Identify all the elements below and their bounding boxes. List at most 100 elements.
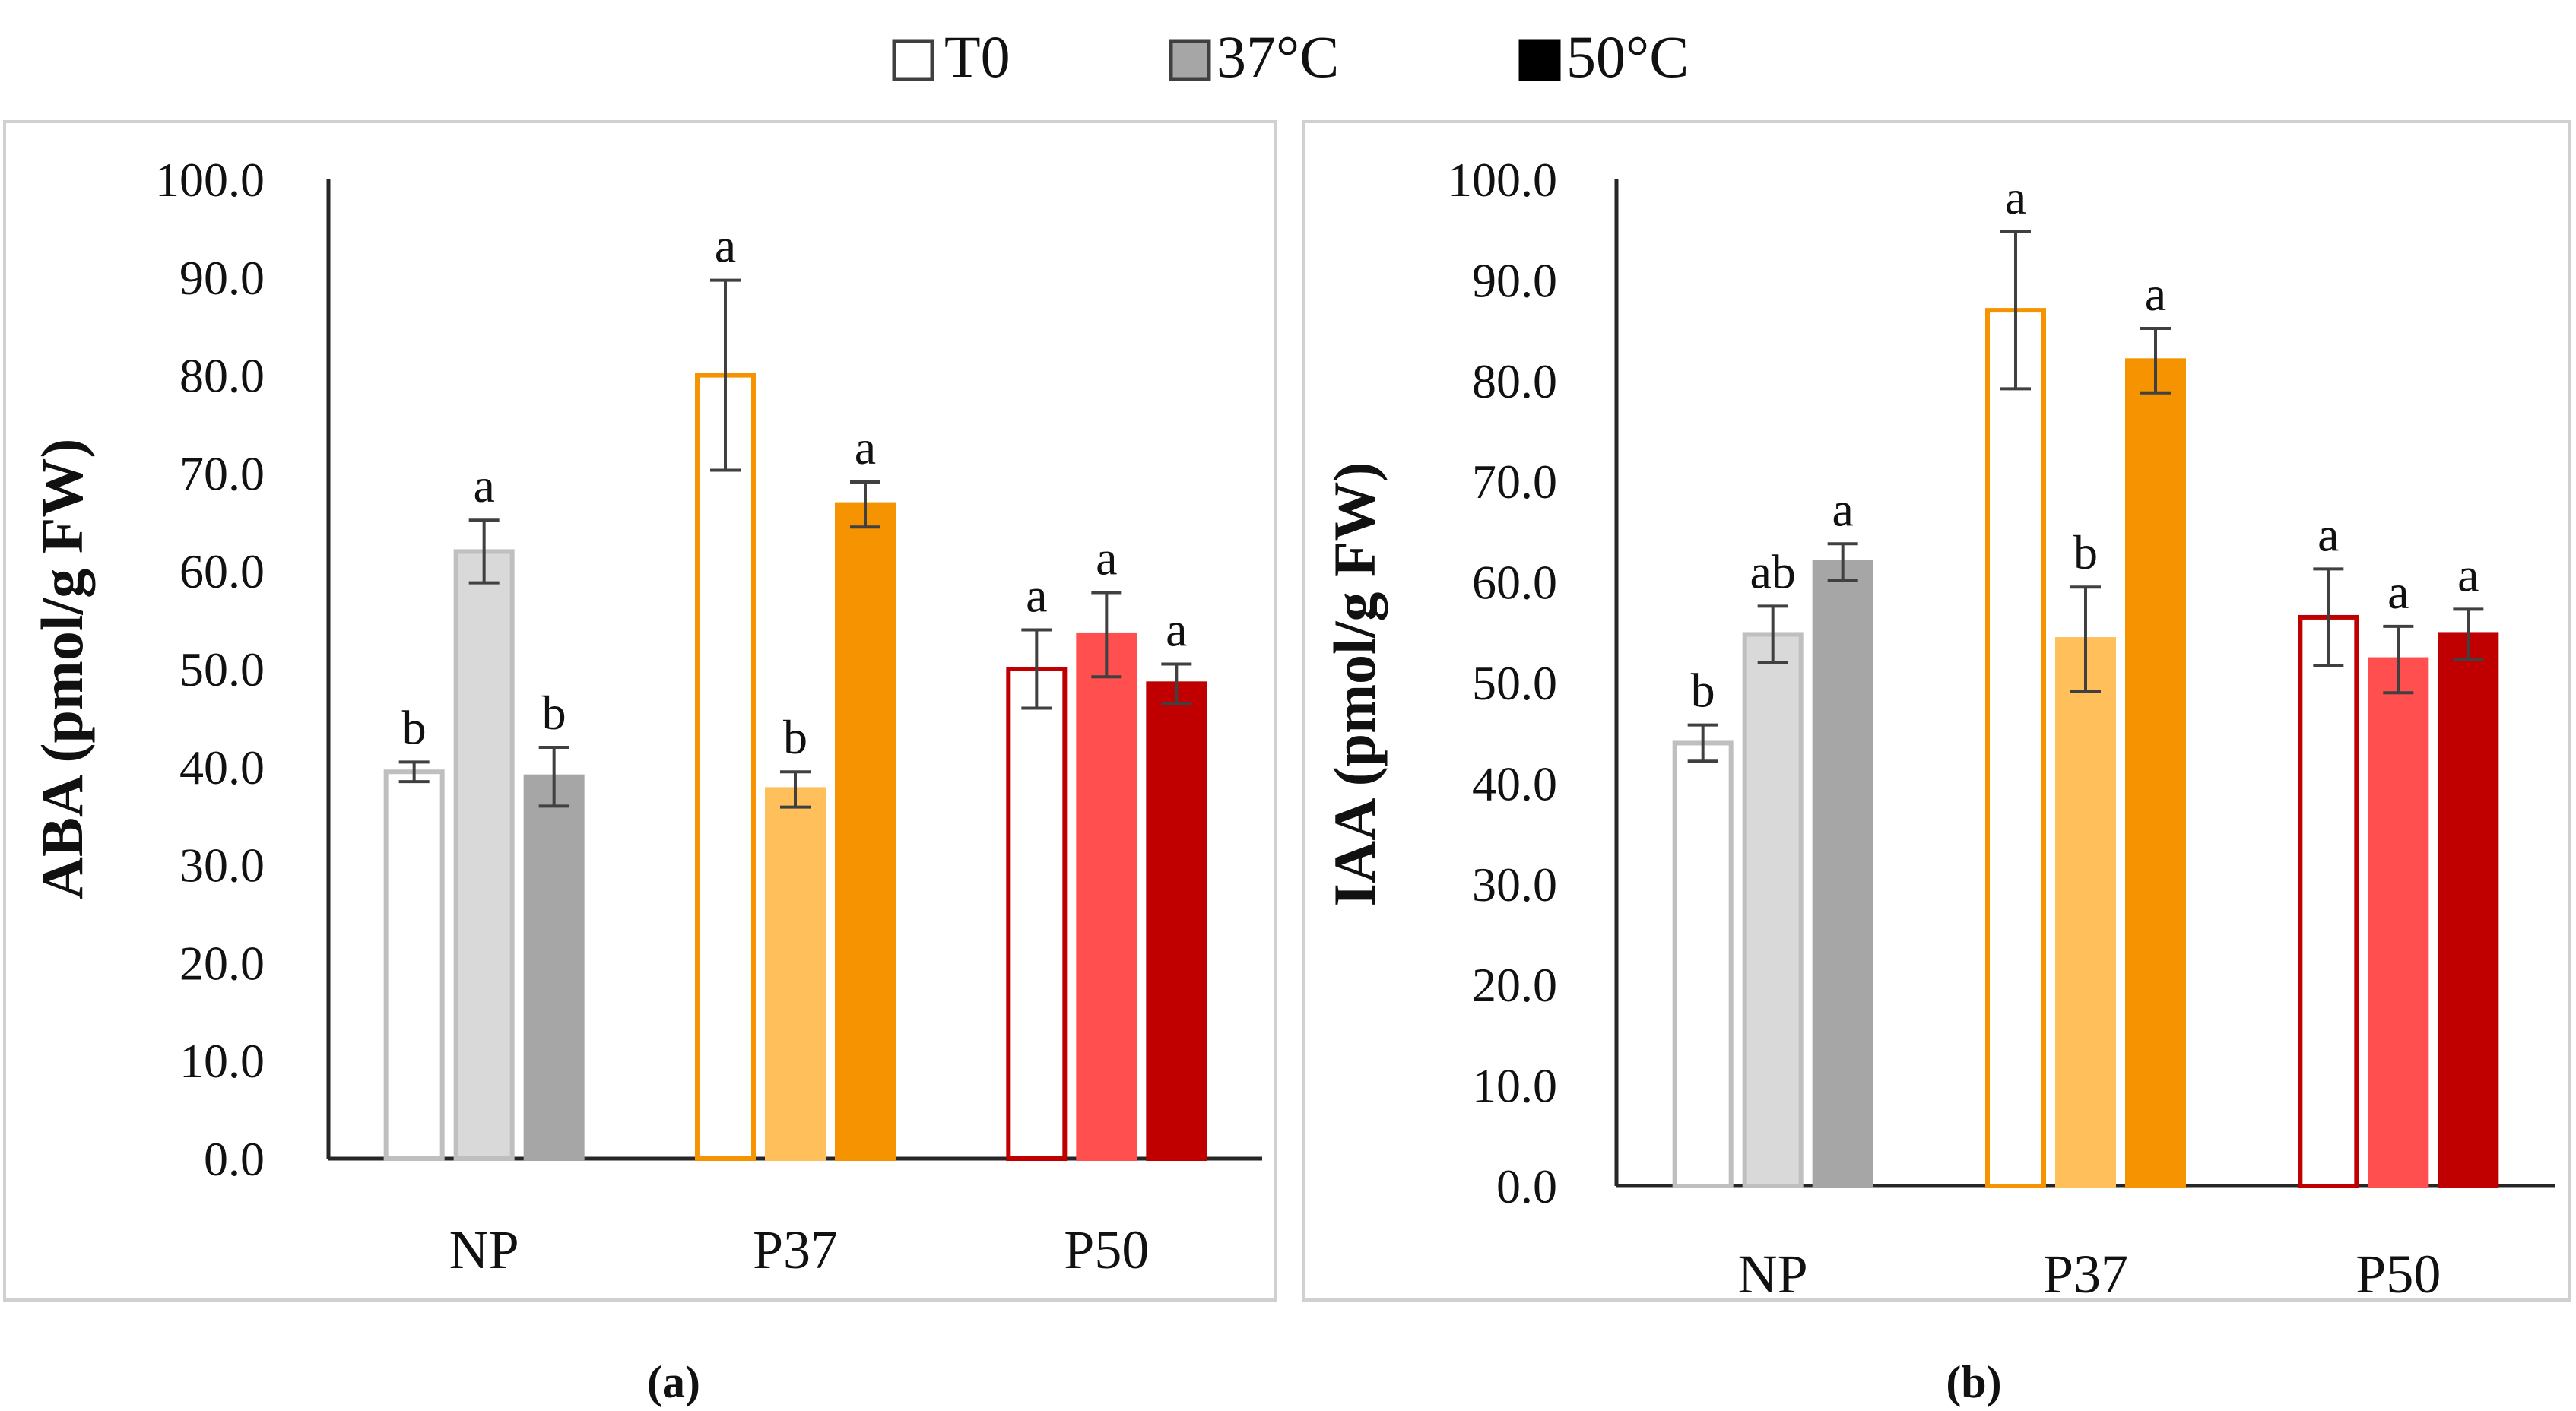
significance-letter-b-np-s2: a (1832, 482, 1853, 536)
error-bar-b-np-s1 (1757, 604, 1788, 664)
error-bar-b-p50-s0 (2313, 567, 2344, 667)
bar-a-p37-s0 (695, 373, 756, 1162)
significance-letter-a-p50-s0: a (1026, 568, 1047, 622)
y-tick-label-a-0: 0.0 (204, 1132, 265, 1186)
y-tick-label-b-2: 20.0 (1472, 958, 1557, 1012)
y-tick-label-b-10: 100.0 (1448, 153, 1557, 207)
significance-letter-a-np-s0: b (402, 700, 427, 754)
error-bar-b-np-s2 (1827, 542, 1858, 582)
significance-letter-a-np-s2: b (542, 686, 566, 740)
legend-label-37c: 37°C (1217, 24, 1339, 90)
y-tick-label-a-3: 30.0 (179, 839, 265, 893)
bar-b-np-s0 (1672, 740, 1734, 1188)
panel-b-border (1302, 120, 2571, 1302)
error-bar-b-p50-s2 (2453, 607, 2484, 661)
significance-letter-a-p37-s1: b (783, 710, 807, 764)
significance-letter-b-p50-s0: a (2317, 507, 2339, 561)
legend-item-37c: 37°C (1169, 24, 1339, 90)
y-tick-label-b-3: 30.0 (1472, 858, 1557, 912)
y-tick-label-a-2: 20.0 (179, 936, 265, 990)
error-bar-b-p50-s1 (2383, 624, 2414, 695)
bar-a-np-s1 (453, 549, 515, 1161)
error-bar-a-np-s0 (398, 760, 430, 784)
bar-a-p50-s2 (1146, 681, 1207, 1161)
error-bar-a-p37-s1 (780, 770, 811, 809)
bar-b-np-s1 (1742, 632, 1804, 1188)
error-bar-a-p50-s2 (1161, 662, 1192, 706)
legend-swatch-37c (1169, 39, 1211, 81)
panel-a-border (3, 120, 1277, 1302)
bar-a-p37-s1 (765, 787, 826, 1161)
x-category-label-b-np: NP (1738, 1244, 1808, 1305)
legend: T0 37°C 50°C (892, 24, 1689, 90)
y-tick-label-a-4: 40.0 (179, 740, 265, 794)
y-axis-title-b: IAA (pmol/g FW) (1321, 462, 1388, 907)
legend-label-50c: 50°C (1566, 24, 1689, 90)
legend-item-t0: T0 (892, 24, 1010, 90)
x-category-label-a-p50: P50 (1064, 1219, 1149, 1280)
bar-b-p37-s0 (1985, 308, 2046, 1188)
significance-letter-a-np-s1: a (473, 458, 494, 512)
bar-b-p50-s1 (2368, 657, 2429, 1188)
y-tick-label-b-0: 0.0 (1496, 1159, 1557, 1213)
bar-b-np-s2 (1812, 560, 1873, 1188)
significance-letter-b-np-s0: b (1691, 664, 1715, 718)
legend-item-50c: 50°C (1518, 24, 1689, 90)
y-tick-label-a-1: 10.0 (179, 1034, 265, 1088)
significance-letter-b-p37-s1: b (2073, 525, 2098, 579)
chart-panel-b: 0.0 10.0 20.0 30.0 40.0 50.0 60.0 70.0 80.0 90.0 1… (1321, 153, 2555, 1305)
legend-label-t0: T0 (944, 24, 1010, 90)
y-tick-label-b-6: 60.0 (1472, 556, 1557, 610)
x-category-label-a-p37: P37 (753, 1219, 838, 1280)
legend-swatch-50c (1518, 39, 1561, 81)
y-tick-label-b-7: 70.0 (1472, 455, 1557, 509)
significance-letter-a-p50-s2: a (1166, 603, 1187, 657)
bar-a-p37-s2 (835, 502, 896, 1161)
y-tick-label-b-5: 50.0 (1472, 656, 1557, 710)
y-axis-title-a: ABA (pmol/g FW) (29, 439, 95, 900)
bar-b-p37-s2 (2125, 358, 2186, 1189)
panel-b-label: (b) (1946, 1357, 2001, 1407)
error-bar-a-np-s1 (468, 518, 500, 585)
significance-letter-b-np-s1: ab (1750, 544, 1795, 598)
y-tick-label-a-7: 70.0 (179, 446, 265, 500)
legend-swatch-t0 (892, 39, 934, 81)
significance-letter-b-p50-s2: a (2457, 547, 2479, 601)
error-bar-b-p37-s1 (2070, 585, 2101, 693)
bar-b-p50-s0 (2298, 614, 2359, 1188)
chart-panel-a: 0.0 10.0 20.0 30.0 40.0 50.0 60.0 70.0 80.0 90.0 1… (29, 153, 1262, 1280)
panel-a-label: (a) (647, 1357, 700, 1407)
y-tick-label-b-1: 10.0 (1472, 1059, 1557, 1113)
bar-b-p37-s1 (2055, 637, 2116, 1188)
bar-a-p50-s1 (1076, 632, 1137, 1161)
error-bar-a-p50-s0 (1021, 628, 1052, 710)
x-category-label-b-p37: P37 (2043, 1244, 2128, 1305)
significance-letter-b-p37-s0: a (2005, 170, 2026, 224)
y-tick-label-a-9: 90.0 (179, 251, 265, 305)
error-bar-a-p50-s1 (1091, 591, 1122, 679)
significance-letter-a-p37-s0: a (715, 219, 736, 273)
bar-a-np-s2 (523, 774, 585, 1161)
x-category-label-b-p50: P50 (2356, 1244, 2441, 1305)
bar-a-np-s0 (383, 769, 445, 1161)
y-tick-label-b-8: 80.0 (1472, 354, 1557, 408)
error-bar-a-p37-s2 (850, 480, 880, 529)
y-tick-label-a-5: 50.0 (179, 642, 265, 696)
bar-a-p50-s0 (1006, 667, 1068, 1161)
significance-letter-b-p50-s1: a (2387, 565, 2409, 619)
error-bar-b-p37-s2 (2140, 326, 2171, 395)
y-tick-label-a-6: 60.0 (179, 544, 265, 598)
y-tick-label-b-9: 90.0 (1472, 253, 1557, 307)
error-bar-a-p37-s0 (710, 278, 741, 472)
significance-letter-a-p37-s2: a (855, 420, 876, 474)
bar-b-p50-s2 (2438, 632, 2499, 1188)
y-tick-label-a-8: 80.0 (179, 349, 265, 403)
error-bar-b-p37-s0 (2000, 230, 2031, 391)
error-bar-b-np-s0 (1687, 723, 1718, 763)
significance-letter-b-p37-s2: a (2145, 267, 2166, 321)
error-bar-a-np-s2 (538, 746, 569, 808)
x-category-label-a-np: NP (449, 1219, 519, 1280)
y-tick-label-b-4: 40.0 (1472, 756, 1557, 810)
significance-letter-a-p50-s1: a (1096, 531, 1117, 585)
